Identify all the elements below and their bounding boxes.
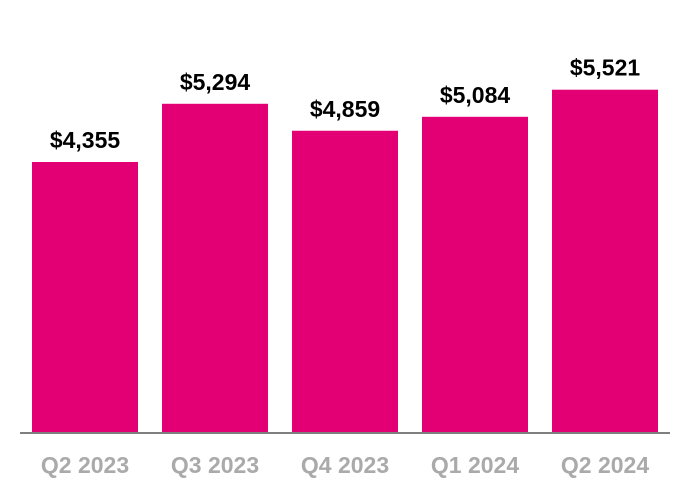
data-label: $5,294	[180, 69, 251, 95]
bar-q2-2023	[32, 162, 138, 432]
x-tick-label: Q4 2023	[301, 452, 389, 478]
x-tick-label: Q2 2024	[561, 452, 649, 478]
bar-q3-2023	[162, 103, 268, 433]
bar-q2-2024	[552, 89, 658, 432]
data-label: $4,859	[310, 96, 380, 122]
bar-q1-2024	[422, 116, 528, 432]
data-label: $5,084	[440, 82, 511, 108]
x-tick-label: Q2 2023	[41, 452, 129, 478]
bar-q4-2023	[292, 130, 398, 432]
labels: $4,355 Q2 2023 $5,294 Q3 2023 $4,859 Q4 2023 $…	[41, 55, 649, 478]
data-label: $5,521	[570, 55, 641, 81]
x-tick-label: Q1 2024	[431, 452, 519, 478]
data-label: $4,355	[50, 127, 121, 153]
bars	[32, 89, 658, 433]
x-tick-label: Q3 2023	[171, 452, 259, 478]
